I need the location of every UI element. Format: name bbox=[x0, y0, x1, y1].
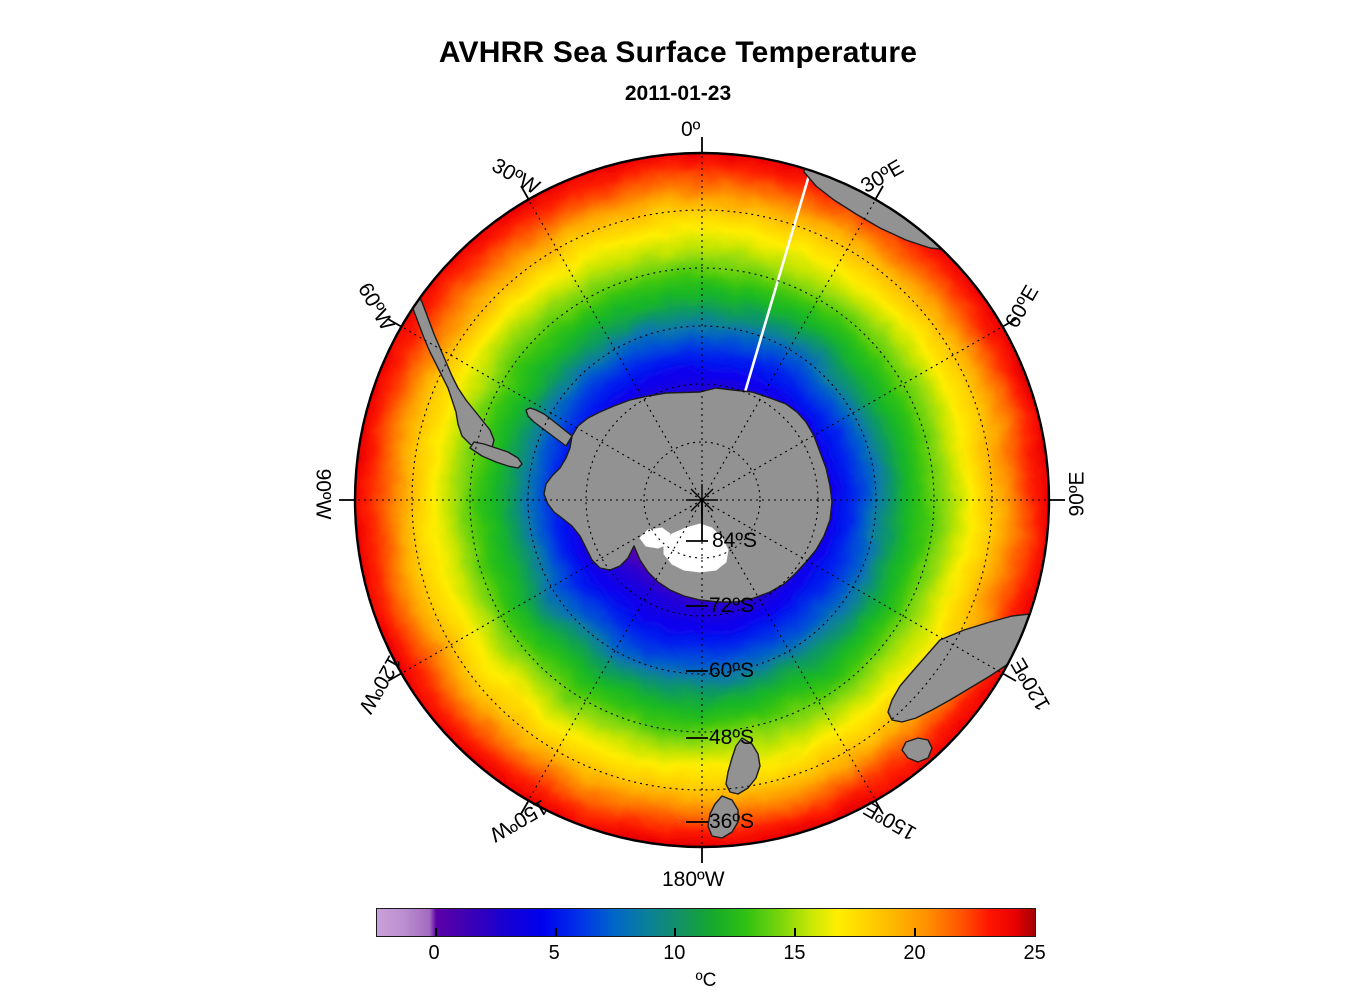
new-zealand-north-island bbox=[725, 737, 761, 795]
colorbar-tick-15 bbox=[794, 928, 797, 936]
australia-landmass bbox=[887, 613, 1043, 723]
colorbar-strip[interactable] bbox=[376, 908, 1036, 937]
colorbar-ticklabel-5: 5 bbox=[548, 942, 560, 964]
colorbar-tick-0 bbox=[434, 928, 437, 936]
colorbar-ticklabel-25: 25 bbox=[1023, 942, 1046, 964]
colorbar-ticklabel-10: 10 bbox=[663, 942, 686, 964]
colorbar-tick-10 bbox=[674, 928, 677, 936]
graticule bbox=[355, 153, 1049, 847]
lon-label-180W: 180ºW bbox=[662, 868, 725, 891]
colorbar[interactable]: 0 5 10 15 20 25 ºC bbox=[376, 908, 1046, 991]
latitude-ticks bbox=[686, 500, 708, 823]
lat-label-72S: 72ºS bbox=[709, 594, 755, 617]
tasmania-landmass bbox=[901, 737, 933, 763]
lon-label-90E: 90ºE bbox=[1065, 471, 1089, 517]
colorbar-ticklabel-15: 15 bbox=[783, 942, 806, 964]
lon-label-90W: 90ºW bbox=[311, 468, 335, 520]
longitude-ticks bbox=[339, 137, 1065, 863]
lat-label-36S: 36ºS bbox=[709, 810, 755, 833]
lat-label-60S: 60ºS bbox=[709, 659, 755, 682]
title-block: AVHRR Sea Surface Temperature 2011-01-23 bbox=[0, 36, 1356, 106]
lat-label-84S: 84ºS bbox=[712, 529, 758, 552]
colorbar-unit-label: ºC bbox=[695, 970, 717, 991]
lat-label-48S: 48ºS bbox=[709, 726, 755, 749]
colorbar-ticklabel-0: 0 bbox=[428, 942, 440, 964]
colorbar-ticklabel-20: 20 bbox=[903, 942, 926, 964]
page-subtitle: 2011-01-23 bbox=[624, 82, 732, 105]
tierra-del-fuego bbox=[469, 441, 523, 469]
antarctica-landmass bbox=[543, 387, 833, 603]
colorbar-tick-20 bbox=[913, 928, 916, 936]
antarctic-peninsula bbox=[525, 407, 573, 447]
new-zealand-south-island bbox=[707, 795, 739, 839]
map-canvas bbox=[339, 137, 1065, 863]
colorbar-tick-5 bbox=[554, 928, 557, 936]
lon-label-0: 0º bbox=[681, 118, 701, 141]
meridian-lines bbox=[355, 153, 1049, 847]
page-title: AVHRR Sea Surface Temperature bbox=[438, 36, 918, 69]
polar-map[interactable]: 0º 30ºE 60ºE 90ºE 120ºE 150ºE 180ºW 150º… bbox=[0, 0, 1356, 891]
swath-gap-streak bbox=[743, 171, 812, 393]
colorbar-gradient bbox=[377, 909, 1035, 936]
